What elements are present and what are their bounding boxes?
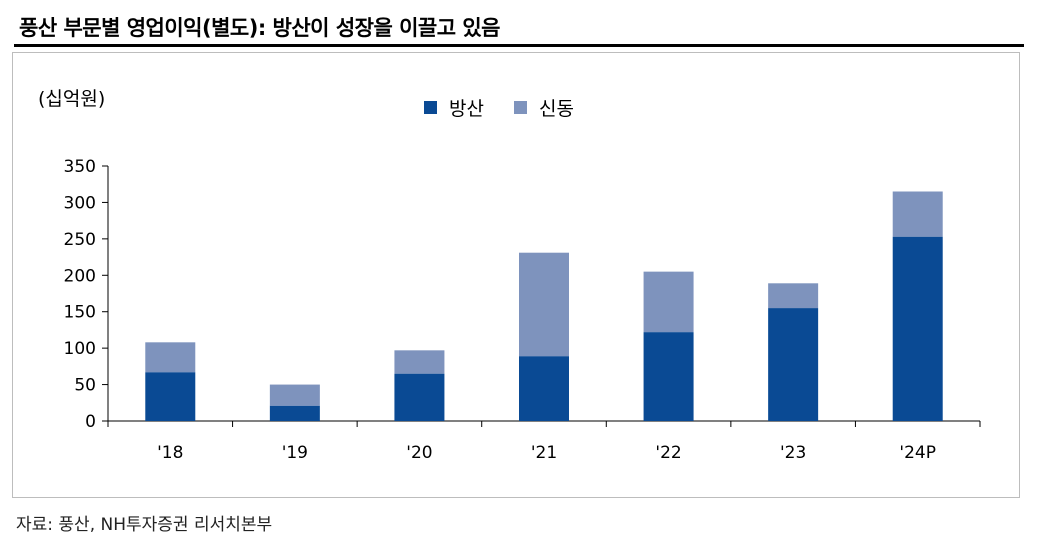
legend-label-defense: 방산 — [449, 98, 484, 120]
bar-copper — [768, 283, 819, 309]
y-tick-label: 350 — [64, 157, 96, 177]
x-tick-label: '20 — [406, 443, 432, 463]
legend-swatch-copper — [513, 101, 527, 114]
unit-label: (십억원) — [38, 88, 106, 110]
x-tick-label: '19 — [282, 443, 308, 463]
bar-defense — [892, 236, 943, 421]
source-note: 자료: 풍산, NH투자증권 리서치본부 — [16, 515, 273, 535]
bar-copper — [269, 384, 320, 406]
bar-copper — [145, 342, 196, 373]
legend-label-copper: 신동 — [538, 98, 574, 120]
bar-copper — [643, 271, 694, 333]
x-tick-label: '18 — [157, 443, 183, 463]
bar-defense — [145, 372, 196, 421]
y-tick-label: 100 — [64, 339, 96, 359]
bar-copper — [394, 350, 445, 374]
x-tick-label: '21 — [531, 443, 557, 463]
y-tick-label: 300 — [64, 193, 96, 213]
bar-defense — [643, 332, 694, 421]
chart-frame — [12, 52, 1020, 498]
x-tick-label: '23 — [780, 443, 806, 463]
legend-item-defense: 방산 — [424, 94, 484, 121]
bar-defense — [269, 405, 320, 421]
bar-copper — [892, 191, 943, 237]
y-tick-label: 250 — [64, 230, 96, 250]
y-tick-label: 50 — [74, 376, 96, 396]
y-tick-label: 0 — [85, 412, 96, 432]
y-tick-label: 150 — [64, 303, 96, 323]
y-tick-label: 200 — [64, 266, 96, 286]
bar-defense — [768, 308, 819, 421]
bar-copper — [519, 252, 569, 357]
bar-defense — [519, 356, 569, 421]
chart-title: 풍산 부문별 영업이익(별도): 방산이 성장을 이끌고 있음 — [19, 16, 501, 40]
legend-swatch-defense — [424, 101, 437, 114]
x-tick-label: '22 — [655, 443, 681, 463]
title-divider — [14, 44, 1024, 47]
bar-defense — [394, 373, 445, 421]
legend-item-copper: 신동 — [513, 94, 574, 121]
legend: 방산 신동 — [424, 94, 604, 121]
x-tick-label: '24P — [899, 443, 936, 463]
